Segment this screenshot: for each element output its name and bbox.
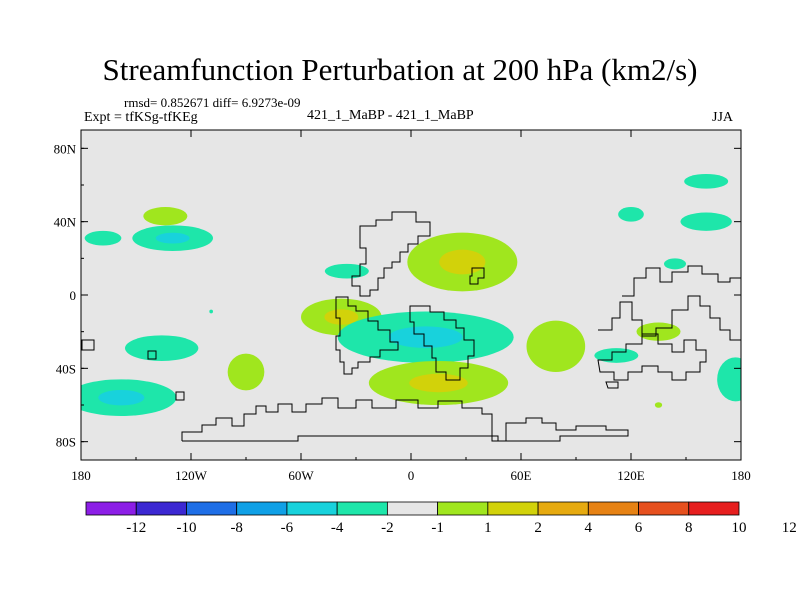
anomaly-core-7 — [439, 249, 486, 275]
colorbar-label: -10 — [176, 520, 196, 536]
anomaly-region-12 — [684, 174, 729, 189]
stats-label: rmsd= 0.852671 diff= 6.9273e-09 — [124, 95, 301, 110]
anomaly-region-10 — [526, 320, 586, 373]
experiment-label: Expt = tfKSg-tfKEg — [84, 110, 198, 125]
colorbar-box — [437, 501, 489, 516]
colorbar-box — [336, 501, 388, 516]
y-tick-label: 80N — [54, 141, 77, 156]
anomaly-region-17 — [594, 348, 639, 363]
anomaly-region-14 — [680, 212, 732, 231]
colorbar-box — [587, 501, 639, 516]
colorbar-box — [85, 501, 137, 516]
colorbar-label: -6 — [281, 520, 294, 536]
coastline-antarctica — [181, 397, 629, 442]
x-tick-label: 180 — [731, 468, 751, 483]
colorbar-box — [638, 501, 690, 516]
coastline-islands-west — [175, 391, 185, 401]
season-label: JJA — [712, 110, 734, 125]
y-tick-label: 80S — [56, 435, 76, 450]
colorbar-label: 1 — [484, 520, 492, 536]
colorbar-box — [487, 501, 539, 516]
anomaly-core-8 — [388, 326, 463, 348]
anomaly-region-2 — [125, 335, 199, 361]
colorbar-box — [186, 501, 238, 516]
x-tick-label: 120W — [175, 468, 208, 483]
colorbar-label: 2 — [534, 520, 542, 536]
coastline-gulf — [469, 267, 485, 285]
coastline-africa — [409, 305, 475, 381]
colorbar-label: 6 — [635, 520, 643, 536]
anomaly-region-20 — [209, 309, 214, 314]
y-tick-label: 40N — [54, 215, 77, 230]
coastline-maritime-asia — [598, 295, 741, 341]
colorbar-box — [688, 501, 740, 516]
colorbar-box — [386, 501, 439, 516]
coastline-australia — [597, 333, 707, 381]
colorbar-label: -12 — [126, 520, 146, 536]
x-tick-label: 120E — [617, 468, 645, 483]
coastline-pacific-islands — [81, 339, 95, 351]
plot-background — [81, 130, 741, 460]
colorbar-label: -4 — [331, 520, 344, 536]
anomaly-region-1 — [84, 230, 122, 246]
anomaly-region-19 — [654, 402, 663, 408]
anomaly-core-5 — [324, 309, 359, 325]
colorbar-label: 4 — [585, 520, 593, 536]
anomaly-core-3 — [98, 389, 145, 406]
y-tick-label: 0 — [70, 288, 77, 303]
case-label: 421_1_MaBP - 421_1_MaBP — [307, 108, 474, 123]
anomaly-region-11 — [143, 207, 188, 226]
chart-title: Streamfunction Perturbation at 200 hPa (… — [102, 52, 698, 87]
anomaly-core-9 — [409, 373, 468, 393]
anomaly-region-6 — [324, 263, 369, 279]
colorbar-label: 10 — [732, 520, 747, 536]
x-tick-label: 180 — [71, 468, 91, 483]
coastline-south-america — [335, 296, 399, 375]
colorbar-label: -8 — [230, 520, 243, 536]
anomaly-region-18 — [717, 357, 741, 402]
anomaly-core-0 — [155, 232, 190, 244]
colorbar-label: 12 — [782, 520, 797, 536]
x-tick-label: 0 — [408, 468, 415, 483]
x-tick-label: 60E — [511, 468, 532, 483]
colorbar-box — [135, 501, 187, 516]
coastline-greenland — [147, 350, 157, 360]
colorbar-label: -2 — [381, 520, 394, 536]
y-tick-label: 40S — [56, 361, 76, 376]
anomaly-region-15 — [664, 258, 686, 270]
x-tick-label: 60W — [288, 468, 314, 483]
coastline-north-america — [351, 211, 431, 297]
coastline-madagascar — [605, 381, 619, 389]
colorbar-label: -1 — [431, 520, 444, 536]
colorbar-box — [286, 501, 338, 516]
anomaly-region-13 — [618, 207, 644, 222]
coastline-asia — [622, 265, 741, 297]
anomaly-region-4 — [227, 353, 265, 391]
colorbar-label: 8 — [685, 520, 693, 536]
colorbar-box — [236, 501, 288, 516]
colorbar-box — [537, 501, 589, 516]
